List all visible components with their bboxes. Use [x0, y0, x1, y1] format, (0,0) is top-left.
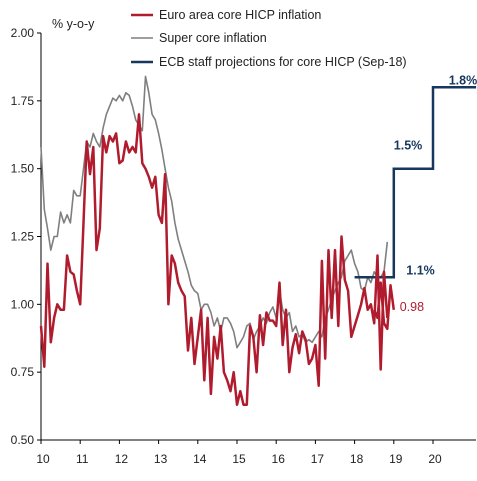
x-tick-label: 13: [154, 452, 168, 466]
x-tick-label: 16: [272, 452, 286, 466]
series-layer: [39, 75, 477, 406]
legend-item-super-core: Super core inflation: [131, 31, 267, 45]
x-tick-label: 15: [232, 452, 246, 466]
legend-label-ecb-projections: ECB staff projections for core HICP (Sep…: [159, 55, 407, 69]
axes: [40, 33, 476, 441]
y-tick-label: 2.00: [11, 26, 35, 40]
y-tick-label: 1.25: [11, 230, 35, 244]
legend-item-ecb-projections: ECB staff projections for core HICP (Sep…: [131, 55, 407, 69]
y-axis-unit-label: % y-o-y: [52, 17, 95, 31]
y-tick-label: 1.75: [11, 94, 35, 108]
x-tick-label: 14: [193, 452, 207, 466]
series-line-core-hicp-tail: [373, 281, 396, 331]
legend-label-super-core: Super core inflation: [159, 31, 267, 45]
annotation-label: 1.8%: [449, 74, 477, 88]
x-tick-label: 18: [350, 452, 364, 466]
x-tick-label: 19: [389, 452, 403, 466]
annotation-label: 1.5%: [394, 139, 423, 153]
x-tick-label: 12: [115, 452, 129, 466]
legend-item-core-hicp: Euro area core HICP inflation: [131, 8, 321, 22]
y-tick-label: 0.50: [11, 433, 35, 447]
series-line-ecb-projections: [354, 86, 477, 279]
x-tick-label: 11: [76, 452, 89, 466]
annotation-label: 1.1%: [406, 264, 435, 278]
legend: Euro area core HICP inflation Super core…: [131, 8, 407, 69]
legend-label-core-hicp: Euro area core HICP inflation: [159, 8, 321, 22]
y-tick-label: 0.75: [11, 365, 35, 379]
x-tick-label: 10: [36, 452, 50, 466]
series-line-super-core: [40, 75, 389, 349]
annotations: 1.8% 1.5% 1.1% 0.98: [394, 74, 477, 315]
x-tick-label: 20: [428, 452, 442, 466]
x-ticks: 10 11 12 13 14 15 16 17 18 19 20: [36, 440, 442, 466]
y-tick-label: 1.50: [11, 162, 35, 176]
y-tick-label: 1.00: [11, 297, 35, 311]
y-ticks: 0.50 0.75 1.00 1.25 1.50 1.75 2.00: [11, 26, 41, 447]
x-tick-label: 17: [311, 452, 325, 466]
annotation-label: 0.98: [400, 300, 424, 314]
series-line-core-hicp: [39, 113, 389, 406]
